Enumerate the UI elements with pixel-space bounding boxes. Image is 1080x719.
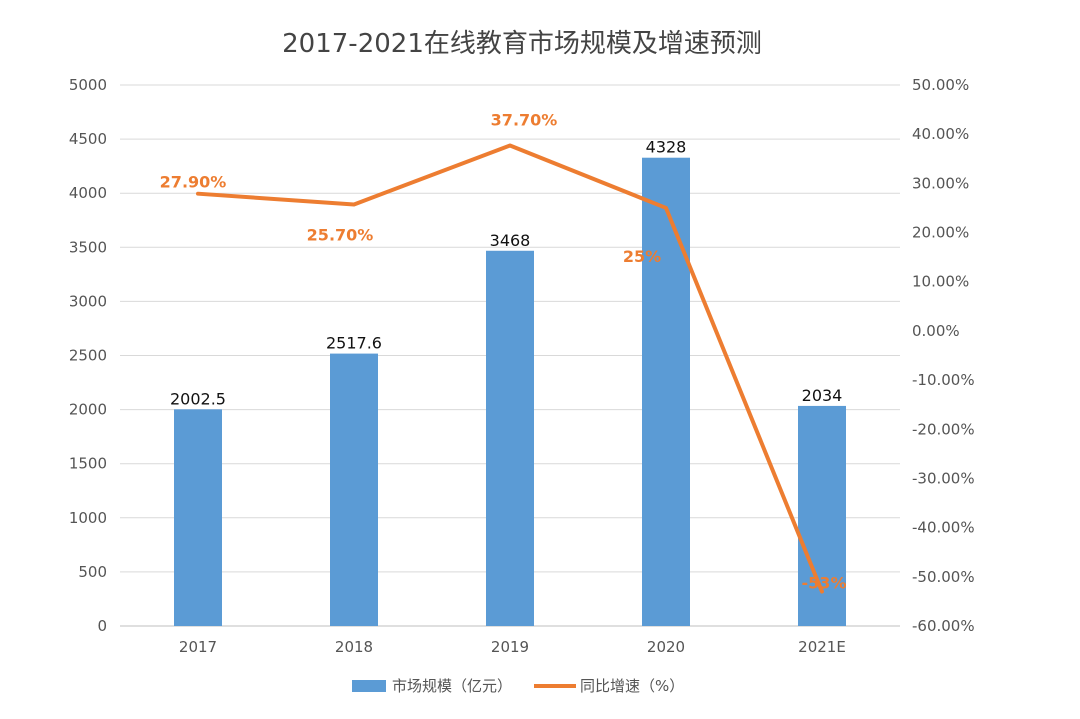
x-tick-label: 2019: [491, 638, 529, 656]
legend-swatch-bar: [352, 680, 386, 692]
left-tick-label: 2000: [69, 401, 107, 419]
right-tick-label: -20.00%: [912, 420, 975, 438]
x-axis: 2017 2018 2019 2020 2021E: [179, 638, 846, 656]
bar: [486, 250, 534, 627]
left-tick-label: 4000: [69, 184, 107, 202]
left-tick-label: 2500: [69, 347, 107, 365]
right-tick-label: 50.00%: [912, 76, 969, 94]
left-tick-label: 500: [78, 563, 107, 581]
bar-series: [174, 157, 846, 627]
line-series: [196, 143, 824, 594]
left-tick-label: 0: [97, 617, 107, 635]
left-y-axis: 0 500 1000 1500 2000 2500 3000 3500 4000 4500 5000: [69, 76, 107, 635]
left-tick-label: 3000: [69, 292, 107, 310]
bar: [330, 353, 378, 626]
line-data-label: 25%: [623, 247, 661, 266]
bar: [174, 409, 222, 626]
right-tick-label: 10.00%: [912, 273, 969, 291]
right-tick-label: 40.00%: [912, 125, 969, 143]
legend-label-line: 同比增速（%）: [580, 677, 684, 695]
right-tick-label: -50.00%: [912, 568, 975, 586]
bar-data-label: 2517.6: [326, 334, 382, 353]
x-tick-label: 2020: [647, 638, 685, 656]
right-tick-label: 30.00%: [912, 174, 969, 192]
left-tick-label: 4500: [69, 130, 107, 148]
line-data-label: 27.90%: [160, 173, 227, 192]
line-data-label: -53%: [802, 574, 847, 593]
left-tick-label: 1000: [69, 509, 107, 527]
right-tick-label: -10.00%: [912, 371, 975, 389]
growth-line: [196, 143, 824, 594]
left-tick-label: 3500: [69, 238, 107, 256]
data-labels: 2002.5 2517.6 3468 4328 2034 27.90% 25.70% 37.7…: [160, 110, 847, 592]
line-data-label: 25.70%: [307, 226, 374, 245]
x-tick-label: 2021E: [798, 638, 846, 656]
chart-title: 2017-2021在线教育市场规模及增速预测: [282, 29, 762, 59]
right-tick-label: -40.00%: [912, 519, 975, 537]
bar-data-label: 2002.5: [170, 389, 226, 408]
left-tick-label: 1500: [69, 455, 107, 473]
legend: 市场规模（亿元） 同比增速（%）: [352, 677, 684, 695]
right-tick-label: 20.00%: [912, 224, 969, 242]
legend-label-bar: 市场规模（亿元）: [392, 677, 512, 695]
bar-data-label: 3468: [490, 231, 531, 250]
left-tick-label: 5000: [69, 76, 107, 94]
bar: [642, 157, 690, 627]
bar-data-label: 2034: [802, 386, 843, 405]
right-tick-label: -30.00%: [912, 469, 975, 487]
line-data-label: 37.70%: [491, 110, 558, 129]
right-tick-label: -60.00%: [912, 617, 975, 635]
x-tick-label: 2018: [335, 638, 373, 656]
x-tick-label: 2017: [179, 638, 217, 656]
bar-data-label: 4328: [646, 138, 687, 157]
right-y-axis: -60.00% -50.00% -40.00% -30.00% -20.00% -10.0…: [912, 76, 975, 635]
right-tick-label: 0.00%: [912, 322, 960, 340]
